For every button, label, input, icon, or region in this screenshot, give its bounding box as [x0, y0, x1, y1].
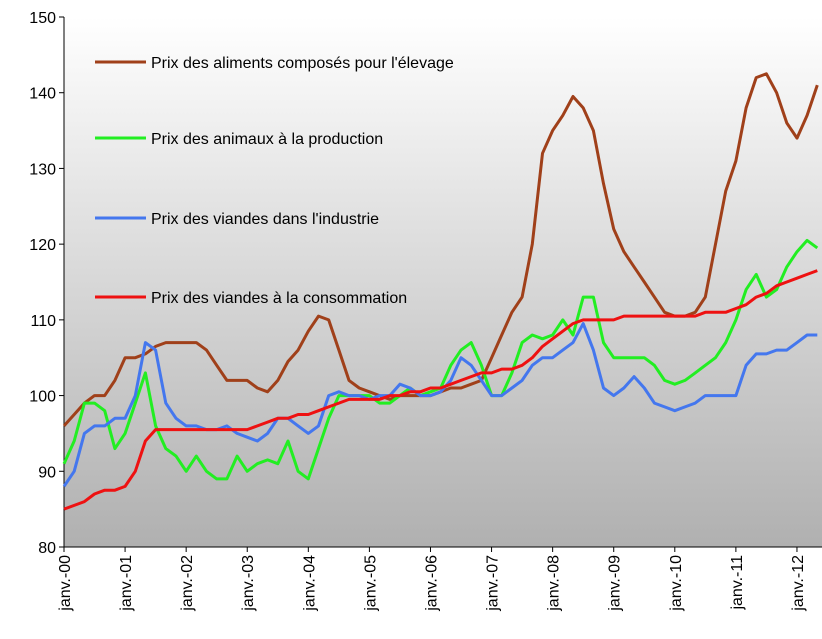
x-tick-label: janv.-11	[729, 555, 746, 611]
plot-area	[64, 17, 822, 547]
series-line	[63, 269, 818, 511]
legend-label: Prix des viandes à la consommation	[151, 290, 407, 307]
x-tick-label: janv.-06	[423, 555, 440, 612]
legend-label: Prix des animaux à la production	[151, 131, 383, 148]
x-tick-label: janv.-05	[362, 555, 379, 612]
y-tick-label: 140	[29, 86, 56, 103]
x-tick-label: janv.-07	[485, 555, 502, 612]
x-tick-label: janv.-03	[240, 555, 257, 612]
y-tick-label: 90	[38, 464, 56, 481]
y-tick-label: 150	[29, 10, 56, 27]
x-tick-label: janv.-08	[546, 555, 563, 612]
x-tick-label: janv.-04	[301, 555, 318, 612]
y-tick-label: 80	[38, 540, 56, 557]
series-line	[62, 322, 818, 488]
x-tick-label: janv.-10	[668, 555, 685, 612]
x-tick-label: janv.-00	[57, 555, 74, 612]
x-tick-label: janv.-01	[118, 555, 135, 612]
legend-label: Prix des aliments composés pour l'élevag…	[151, 55, 454, 72]
legend-label: Prix des viandes dans l'industrie	[151, 211, 379, 228]
x-tick-label: janv.-02	[179, 555, 196, 612]
x-tick-label: janv.-12	[790, 555, 807, 612]
y-tick-label: 120	[29, 237, 56, 254]
y-tick-label: 100	[29, 389, 56, 406]
x-tick-label: janv.-09	[607, 555, 624, 612]
y-tick-label: 130	[29, 161, 56, 178]
y-tick-label: 110	[30, 313, 56, 330]
